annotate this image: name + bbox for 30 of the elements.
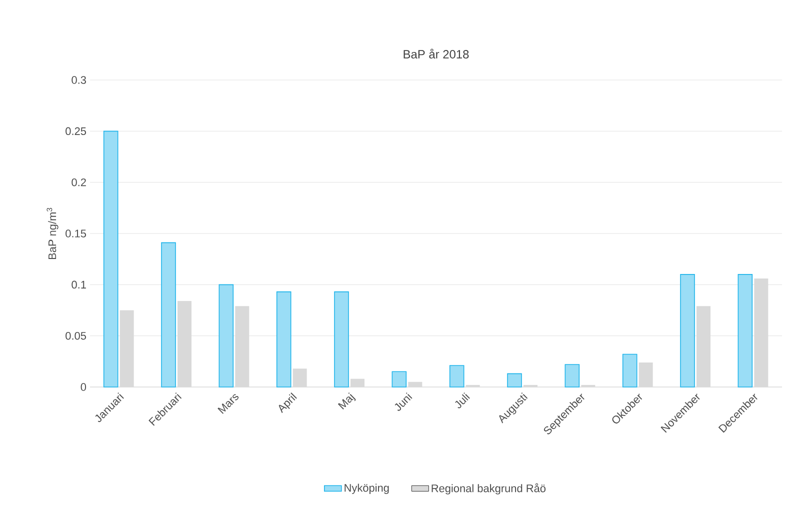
chart-title: BaP år 2018 xyxy=(404,48,469,58)
bar xyxy=(392,371,407,388)
y-tick-label: 0 xyxy=(80,383,86,391)
legend-label: Regional bakgrund Råö xyxy=(432,483,546,494)
y-tick-label: 0.1 xyxy=(72,280,86,289)
bar xyxy=(103,130,118,388)
legend-label: Nyköping xyxy=(344,484,389,494)
bar xyxy=(449,365,464,388)
bar xyxy=(638,362,653,387)
bar xyxy=(334,291,349,388)
x-tick-label: Juni xyxy=(394,392,412,411)
bar xyxy=(507,373,522,388)
bar xyxy=(564,364,580,388)
bar xyxy=(292,368,307,387)
bar xyxy=(350,378,364,387)
y-tick-label: 0.25 xyxy=(66,127,86,136)
bar xyxy=(218,284,234,388)
y-tick-label: 0.2 xyxy=(72,178,86,186)
bar xyxy=(738,274,753,388)
bar xyxy=(622,354,638,388)
bar xyxy=(408,382,422,387)
y-tick-label: 0.15 xyxy=(66,230,86,238)
y-tick-label: 0.3 xyxy=(72,76,86,84)
bar xyxy=(276,291,292,388)
y-axis-title: BaP ng/m$^{3}$ xyxy=(46,208,58,260)
bar xyxy=(680,274,695,388)
y-tick-label: 0.05 xyxy=(66,332,86,340)
x-tick-label: Maj xyxy=(338,392,356,410)
bar xyxy=(161,242,176,388)
x-tick-label: Juli xyxy=(455,392,470,408)
